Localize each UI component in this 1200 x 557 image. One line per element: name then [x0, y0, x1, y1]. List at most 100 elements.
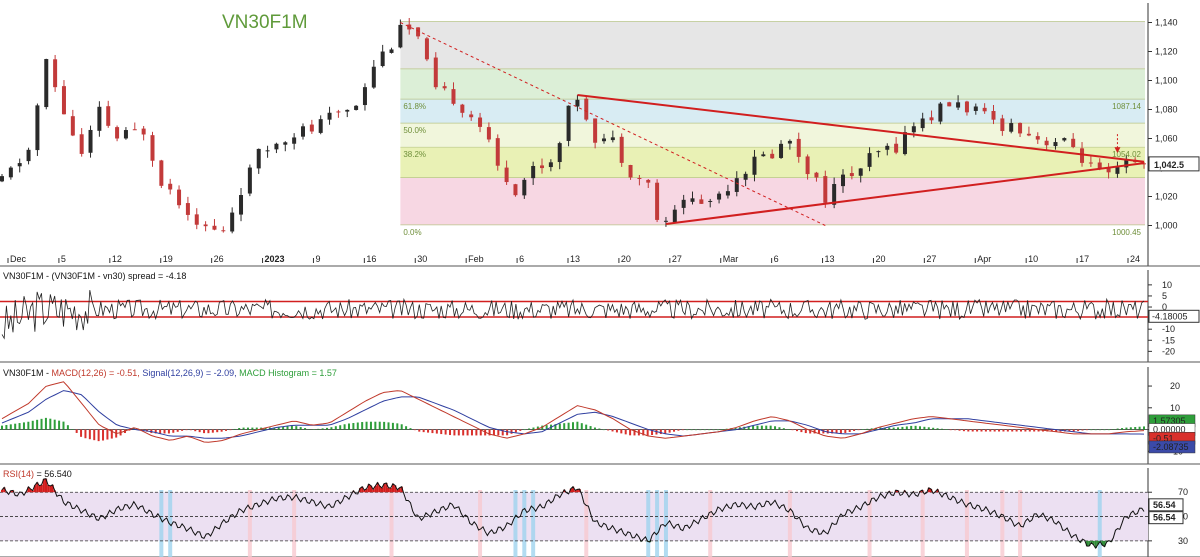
rsi-overbought-fill	[572, 486, 575, 493]
macd-histogram-bar	[839, 429, 842, 434]
macd-value-box-label: -0.51	[1153, 433, 1174, 443]
macd-histogram-bar	[927, 427, 930, 430]
price-candle	[929, 117, 934, 121]
price-candle	[79, 134, 84, 154]
price-candle	[601, 138, 606, 142]
macd-histogram-bar	[339, 425, 342, 430]
macd-histogram-bar	[167, 429, 170, 434]
macd-histogram-bar	[585, 424, 588, 430]
x-axis-tick-label: 10	[1028, 254, 1038, 264]
macd-histogram-bar	[273, 427, 276, 430]
macd-histogram-bar	[347, 423, 350, 430]
macd-histogram-bar	[14, 423, 17, 430]
rsi-overbought-fill	[372, 489, 375, 493]
price-candle	[380, 51, 385, 67]
macd-histogram-bar	[699, 429, 702, 431]
price-candle	[123, 130, 128, 139]
price-candle	[610, 137, 615, 141]
macd-histogram-bar	[967, 429, 970, 432]
rsi-overbought-fill	[378, 486, 381, 493]
macd-histogram-bar	[536, 426, 539, 430]
macd-histogram-bar	[611, 429, 614, 432]
macd-histogram-bar	[598, 428, 601, 430]
macd-histogram-bar	[853, 429, 856, 432]
macd-histogram-bar	[918, 426, 921, 430]
macd-histogram-bar	[435, 429, 438, 434]
macd-histogram-bar	[154, 429, 157, 434]
macd-histogram-bar	[949, 429, 952, 431]
x-axis-tick-label: 27	[926, 254, 936, 264]
trendline	[577, 94, 1145, 163]
last-price-box	[1148, 156, 1200, 172]
macd-histogram-bar	[365, 421, 368, 430]
x-axis-tick-label: 9	[315, 254, 320, 264]
price-candle	[876, 151, 881, 153]
macd-histogram-bar	[897, 427, 900, 430]
price-candle	[531, 166, 536, 179]
price-candle	[256, 148, 261, 169]
macd-histogram-bar	[49, 418, 52, 430]
macd-histogram-bar	[427, 429, 430, 433]
macd-histogram-bar	[75, 429, 78, 433]
macd-histogram-bar	[369, 421, 372, 430]
macd-histogram-bar	[633, 429, 636, 436]
macd-histogram-bar	[642, 429, 645, 436]
macd-histogram-bar	[356, 422, 359, 430]
price-candle	[575, 99, 580, 107]
macd-histogram-bar	[308, 429, 311, 430]
macd-histogram-bar	[220, 429, 223, 432]
price-candle	[991, 110, 996, 120]
macd-histogram-bar	[31, 420, 34, 430]
price-candle	[947, 102, 952, 107]
macd-histogram-bar	[905, 426, 908, 430]
rsi-overbought-fill	[363, 490, 366, 493]
macd-histogram-bar	[721, 429, 724, 430]
x-axis-tick-label: 6	[774, 254, 779, 264]
macd-histogram-bar	[501, 429, 504, 436]
macd-histogram-bar	[514, 429, 517, 433]
x-axis-tick-label: 13	[570, 254, 580, 264]
macd-histogram-bar	[1024, 429, 1027, 432]
macd-histogram-bar	[44, 417, 47, 430]
price-candle	[619, 136, 624, 163]
price-candle	[1124, 159, 1129, 168]
price-candle	[292, 137, 297, 144]
price-candle	[814, 172, 819, 178]
macd-histogram-bar	[848, 429, 851, 432]
rsi-highlight-blue	[655, 490, 660, 557]
macd-histogram-bar	[576, 421, 579, 430]
price-candle	[663, 220, 668, 222]
macd-histogram-bar	[27, 421, 30, 430]
macd-histogram-bar	[290, 425, 293, 430]
spread-y-tick-label: -10	[1162, 324, 1175, 334]
price-candle	[150, 135, 155, 161]
macd-histogram-bar	[18, 423, 21, 430]
macd-pane-title: VN30F1M - MACD(12,26) = -0.51, Signal(12…	[3, 368, 337, 378]
macd-histogram-bar	[194, 429, 197, 432]
rsi-oversold-fill	[1088, 540, 1091, 547]
macd-histogram-bar	[457, 429, 460, 436]
x-axis-tick-label: 17	[1079, 254, 1089, 264]
price-candle	[371, 66, 376, 88]
macd-histogram-bar	[971, 429, 974, 432]
price-candle	[690, 198, 695, 202]
price-candle	[1071, 138, 1076, 147]
macd-histogram-bar	[883, 427, 886, 430]
fib-band	[400, 99, 1146, 124]
spread-last-value-label: -4.18005	[1152, 311, 1188, 321]
price-candle	[1035, 136, 1040, 140]
spread-series-line	[1, 290, 1145, 340]
macd-histogram-bar	[84, 429, 87, 439]
macd-histogram-bar	[1028, 429, 1031, 432]
price-candle	[584, 98, 589, 120]
macd-histogram-bar	[422, 429, 425, 433]
price-candle	[106, 106, 111, 126]
rsi-oversold-fill	[1103, 540, 1106, 547]
macd-histogram-bar	[1121, 428, 1124, 430]
macd-histogram-bar	[844, 429, 847, 433]
macd-histogram-bar	[690, 429, 693, 431]
macd-histogram-bar	[53, 419, 56, 430]
x-axis-tick-label: Feb	[468, 254, 484, 264]
macd-histogram-bar	[593, 427, 596, 430]
